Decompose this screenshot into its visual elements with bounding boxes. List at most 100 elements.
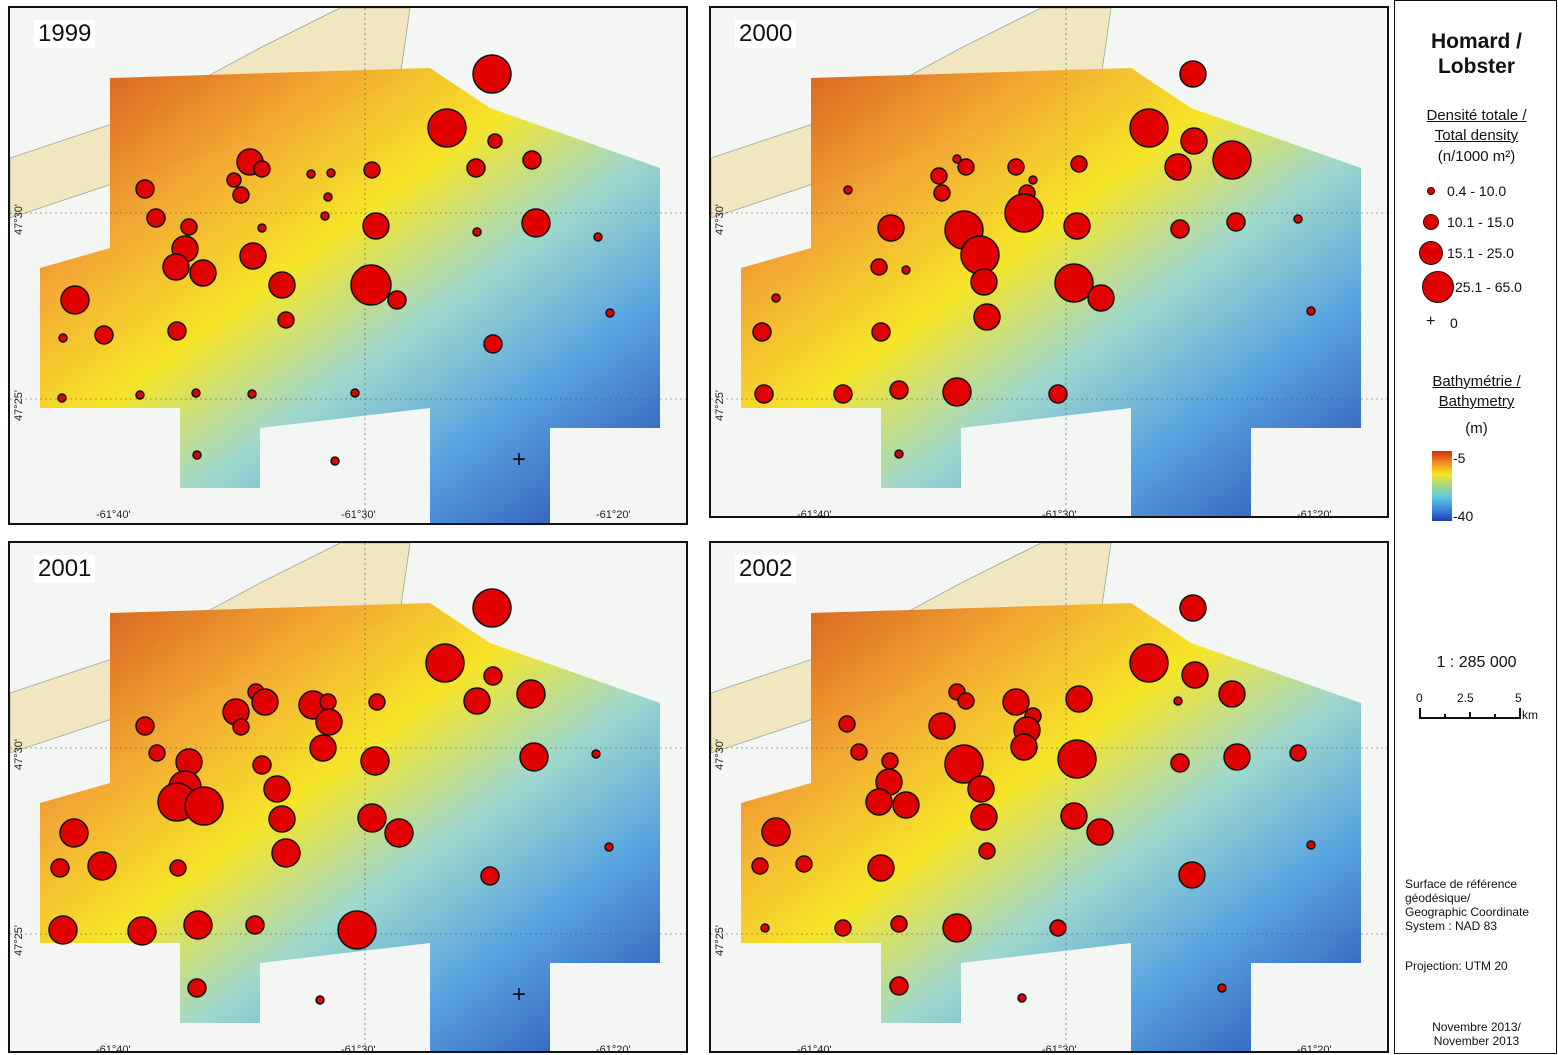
density-circle [1017,993,1027,1003]
density-circle [1170,753,1190,773]
density-circle [960,235,1000,275]
density-circle [1060,802,1088,830]
density-circle [1289,744,1307,762]
density-circle [483,334,503,354]
density-circle [1223,743,1251,771]
density-circle [521,208,551,238]
bathymetry-surface [40,603,660,1051]
density-circle [315,995,325,1005]
density-circle [843,185,853,195]
density-circle [315,708,343,736]
density-circle [466,158,486,178]
density-circle [192,450,202,460]
density-circle [1306,306,1316,316]
density-circle [306,169,316,179]
map-panel-1999: 47°30' 47°25' -61°40' -61°30' -61°20' + 1999 [8,6,688,525]
density-circle [751,857,769,875]
density-circle [1057,739,1097,779]
density-circle [58,333,68,343]
latitude-label: 47°25' [714,925,726,956]
density-circle [239,242,267,270]
density-circle [191,388,201,398]
density-circle [957,692,975,710]
density-circle [251,688,279,716]
density-circle [889,976,909,996]
longitude-label: -61°30' [341,509,376,521]
density-circle [933,184,951,202]
latitude-label: 47°25' [714,390,726,421]
density-circle [184,786,224,826]
density-circle [1004,193,1044,233]
density-circle [591,749,601,759]
density-class-label: 10.1 - 15.0 [1447,214,1514,230]
zero-label: 0 [1450,315,1458,331]
density-class-icon [1423,214,1439,230]
density-circle [387,290,407,310]
density-circle [978,842,996,860]
longitude-label: -61°20' [596,509,631,521]
density-circle [1010,733,1038,761]
density-circle [252,755,272,775]
projection-note: Projection: UTM 20 [1405,959,1508,973]
density-circle [350,388,360,398]
zero-catch-plus: + [512,981,526,1008]
density-circle [1226,212,1246,232]
density-circle [94,325,114,345]
bathymetry-bottom-label: -40 [1453,508,1474,524]
density-circle [761,817,791,847]
density-circle [483,666,503,686]
density-circle [247,389,257,399]
density-circle [57,393,67,403]
density-circle [472,227,482,237]
density-circle [427,108,467,148]
density-circle [245,915,265,935]
density-circle [253,160,271,178]
density-circle [1218,680,1246,708]
density-circle [162,253,190,281]
density-circle [901,265,911,275]
density-circle [1306,840,1316,850]
density-heading: Densité totale / [1426,107,1527,124]
zero-catch-plus: + [512,446,526,473]
density-circle [944,744,984,784]
bathymetry-surface [741,603,1361,1051]
density-circle [867,854,895,882]
density-circle [320,211,330,221]
density-circle [127,916,157,946]
longitude-label: -61°30' [1042,509,1077,518]
density-circle [1065,685,1093,713]
density-circle [970,803,998,831]
density-circle [881,752,899,770]
coordinate-system-note: géodésique/ [1405,891,1471,905]
latitude-label: 47°25' [13,390,25,421]
density-circle [135,390,145,400]
longitude-label: -61°20' [1297,1044,1332,1053]
graticule [711,543,1387,1051]
legend-title: Lobster [1437,55,1515,78]
density-circle [771,293,781,303]
density-class-icon [1427,187,1435,195]
density-circle [877,214,905,242]
zero-plus-icon: + [1426,313,1436,330]
density-circle [942,377,972,407]
density-circle [183,910,213,940]
density-circle [337,910,377,950]
density-circle [48,915,78,945]
density-circle [838,715,856,733]
density-circle [135,716,155,736]
density-circle [1179,60,1207,88]
density-circle [187,978,207,998]
density-circle [1054,263,1094,303]
legend: Homard / Lobster Densité totale / Total … [1394,0,1557,1054]
density-class-icon [1422,271,1454,303]
density-circle [277,311,295,329]
density-circle [593,232,603,242]
map-canvas: 47°30'47°25'-61°40'-61°30'-61°20'+ [711,8,1387,518]
density-circle [362,212,390,240]
scale-tick: 2.5 [1457,691,1474,705]
density-circle [894,449,904,459]
density-circle [1129,108,1169,148]
scale-unit: km [1522,708,1538,722]
density-circle [59,818,89,848]
density-circle [167,321,187,341]
